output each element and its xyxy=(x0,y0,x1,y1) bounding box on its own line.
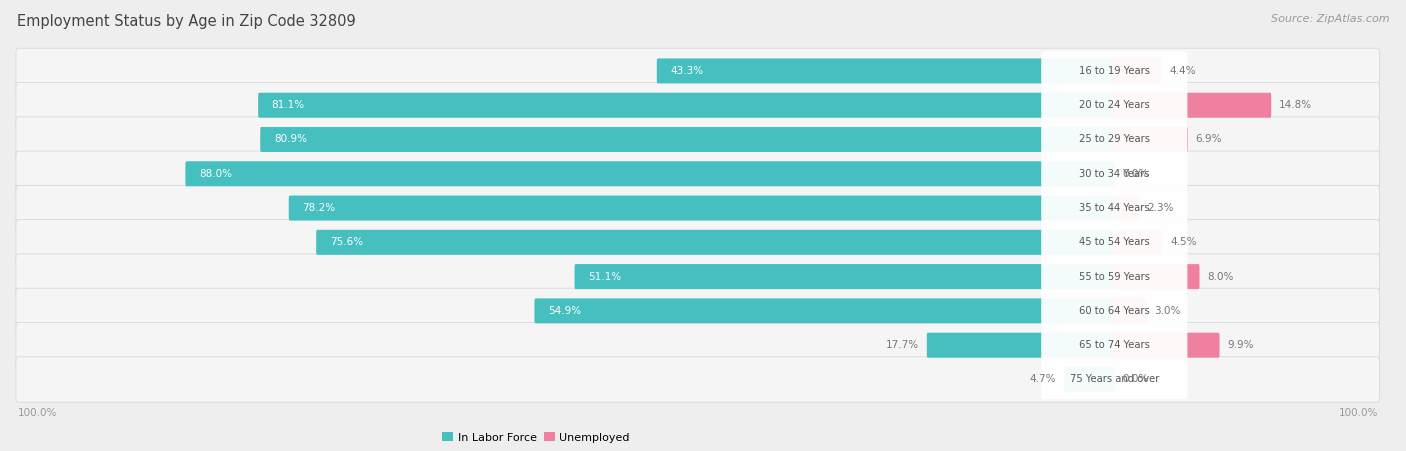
FancyBboxPatch shape xyxy=(1114,59,1161,83)
Text: 30 to 34 Years: 30 to 34 Years xyxy=(1078,169,1150,179)
FancyBboxPatch shape xyxy=(259,93,1115,118)
FancyBboxPatch shape xyxy=(1042,291,1188,331)
Text: 0.0%: 0.0% xyxy=(1123,374,1149,384)
Text: 3.0%: 3.0% xyxy=(1154,306,1181,316)
Text: 75 Years and over: 75 Years and over xyxy=(1070,374,1159,384)
Text: 78.2%: 78.2% xyxy=(302,203,336,213)
Text: 0.0%: 0.0% xyxy=(1123,169,1149,179)
Text: Employment Status by Age in Zip Code 32809: Employment Status by Age in Zip Code 328… xyxy=(17,14,356,28)
Text: 60 to 64 Years: 60 to 64 Years xyxy=(1078,306,1150,316)
Text: 25 to 29 Years: 25 to 29 Years xyxy=(1078,134,1150,144)
FancyBboxPatch shape xyxy=(316,230,1115,255)
Text: 14.8%: 14.8% xyxy=(1279,100,1312,110)
Text: 100.0%: 100.0% xyxy=(1339,408,1378,418)
Text: 45 to 54 Years: 45 to 54 Years xyxy=(1078,237,1150,247)
Text: 9.9%: 9.9% xyxy=(1227,340,1254,350)
FancyBboxPatch shape xyxy=(15,185,1379,231)
Text: 4.5%: 4.5% xyxy=(1170,237,1197,247)
Text: 81.1%: 81.1% xyxy=(271,100,305,110)
Text: 88.0%: 88.0% xyxy=(198,169,232,179)
FancyBboxPatch shape xyxy=(927,333,1115,358)
FancyBboxPatch shape xyxy=(657,59,1115,83)
Text: 100.0%: 100.0% xyxy=(17,408,56,418)
FancyBboxPatch shape xyxy=(15,220,1379,265)
Text: 4.7%: 4.7% xyxy=(1029,374,1056,384)
FancyBboxPatch shape xyxy=(1064,367,1115,392)
FancyBboxPatch shape xyxy=(15,48,1379,94)
FancyBboxPatch shape xyxy=(1114,230,1163,255)
Text: 75.6%: 75.6% xyxy=(329,237,363,247)
FancyBboxPatch shape xyxy=(15,117,1379,162)
FancyBboxPatch shape xyxy=(1114,299,1147,323)
FancyBboxPatch shape xyxy=(1042,360,1188,399)
Text: 65 to 74 Years: 65 to 74 Years xyxy=(1078,340,1150,350)
FancyBboxPatch shape xyxy=(15,151,1379,197)
Text: 43.3%: 43.3% xyxy=(671,66,703,76)
FancyBboxPatch shape xyxy=(1042,223,1188,262)
FancyBboxPatch shape xyxy=(575,264,1115,289)
Text: Source: ZipAtlas.com: Source: ZipAtlas.com xyxy=(1271,14,1389,23)
Text: 2.3%: 2.3% xyxy=(1147,203,1174,213)
FancyBboxPatch shape xyxy=(15,322,1379,368)
Text: 51.1%: 51.1% xyxy=(588,272,621,281)
Text: 4.4%: 4.4% xyxy=(1170,66,1195,76)
FancyBboxPatch shape xyxy=(1042,51,1188,91)
FancyBboxPatch shape xyxy=(1042,154,1188,193)
FancyBboxPatch shape xyxy=(1114,333,1219,358)
Text: 20 to 24 Years: 20 to 24 Years xyxy=(1078,100,1150,110)
FancyBboxPatch shape xyxy=(1042,326,1188,365)
FancyBboxPatch shape xyxy=(1042,86,1188,125)
Text: 55 to 59 Years: 55 to 59 Years xyxy=(1078,272,1150,281)
FancyBboxPatch shape xyxy=(1114,196,1139,221)
FancyBboxPatch shape xyxy=(15,288,1379,334)
FancyBboxPatch shape xyxy=(1042,257,1188,296)
Text: 17.7%: 17.7% xyxy=(886,340,920,350)
FancyBboxPatch shape xyxy=(260,127,1115,152)
Text: 6.9%: 6.9% xyxy=(1195,134,1222,144)
FancyBboxPatch shape xyxy=(186,161,1115,186)
Text: 8.0%: 8.0% xyxy=(1208,272,1233,281)
FancyBboxPatch shape xyxy=(1114,264,1199,289)
FancyBboxPatch shape xyxy=(288,196,1115,221)
Text: 54.9%: 54.9% xyxy=(548,306,581,316)
FancyBboxPatch shape xyxy=(1042,120,1188,159)
Text: 80.9%: 80.9% xyxy=(274,134,307,144)
FancyBboxPatch shape xyxy=(1114,127,1188,152)
Text: 35 to 44 Years: 35 to 44 Years xyxy=(1078,203,1150,213)
Text: 16 to 19 Years: 16 to 19 Years xyxy=(1078,66,1150,76)
FancyBboxPatch shape xyxy=(534,299,1115,323)
FancyBboxPatch shape xyxy=(15,357,1379,402)
FancyBboxPatch shape xyxy=(15,83,1379,128)
Legend: In Labor Force, Unemployed: In Labor Force, Unemployed xyxy=(437,428,634,447)
FancyBboxPatch shape xyxy=(1042,189,1188,228)
FancyBboxPatch shape xyxy=(15,254,1379,299)
FancyBboxPatch shape xyxy=(1114,93,1271,118)
